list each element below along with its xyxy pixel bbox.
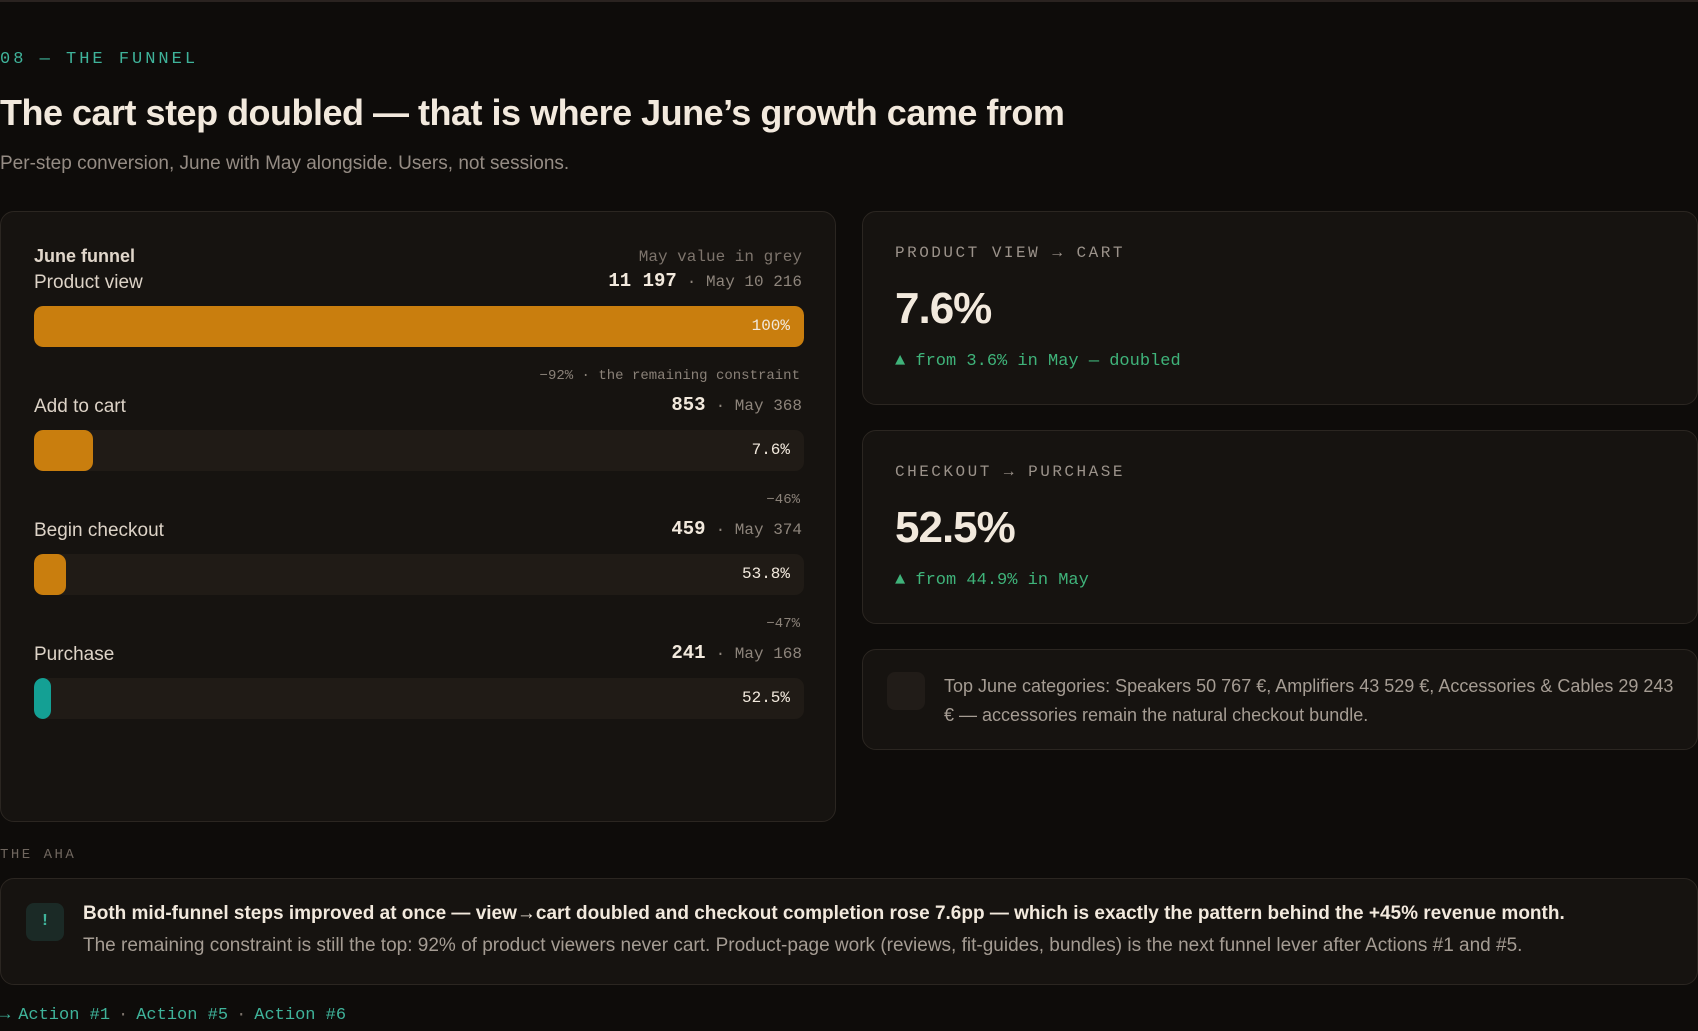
action-link[interactable]: Action #1 <box>18 1006 111 1025</box>
separator: · <box>118 1006 129 1025</box>
bar-track: 53.8% <box>34 554 804 595</box>
funnel-panel: June funnel May value in grey Product vi… <box>0 211 836 822</box>
drop-label: −92% · the remaining constraint <box>539 368 800 384</box>
step-may: · May 168 <box>715 645 802 663</box>
bar <box>34 430 93 471</box>
footer-links: → Action #1 · Action #5 · Action #6 <box>0 1006 346 1025</box>
step-may: · May 10 216 <box>686 273 802 291</box>
step-value: 241 <box>671 642 706 664</box>
step-label: Begin checkout <box>34 520 164 541</box>
funnel-title: June funnel <box>34 246 136 266</box>
note-text: Top June categories: Speakers 50 767 €, … <box>944 676 1674 725</box>
step-values: 853 · May 368 <box>671 394 802 416</box>
aha-body: The remaining constraint is still the to… <box>83 935 1523 956</box>
drop-label: −47% <box>766 616 800 632</box>
aha-headline: Both mid-funnel steps improved at once —… <box>83 903 1565 924</box>
step-may: · May 374 <box>715 521 802 539</box>
card-delta: ▲ from 3.6% in May — doubled <box>895 352 1181 371</box>
card-label: CHECKOUT → PURCHASE <box>895 463 1125 481</box>
bar-rate: 52.5% <box>741 689 790 707</box>
aha-label: THE AHA <box>0 847 77 863</box>
card-value: 52.5% <box>895 503 1016 552</box>
step-values: 459 · May 374 <box>671 518 802 540</box>
subtitle: Per-step conversion, June with May along… <box>0 153 570 174</box>
card-value: 7.6% <box>895 284 992 333</box>
bar-rate: 53.8% <box>741 565 790 583</box>
aha-panel: ! Both mid-funnel steps improved at once… <box>0 878 1698 985</box>
metric-card: CHECKOUT → PURCHASE 52.5% ▲ from 44.9% i… <box>862 430 1698 624</box>
note-icon <box>887 672 925 710</box>
bar <box>34 554 66 595</box>
step-values: 241 · May 168 <box>671 642 802 664</box>
footer-arrow: → <box>0 1006 11 1025</box>
drop-label: −46% <box>766 492 800 508</box>
step-may: · May 368 <box>715 397 802 415</box>
bar-rate: 7.6% <box>751 441 790 459</box>
metric-card: PRODUCT VIEW → CART 7.6% ▲ from 3.6% in … <box>862 211 1698 405</box>
bar <box>34 306 804 347</box>
bar-track: 7.6% <box>34 430 804 471</box>
separator: · <box>236 1006 247 1025</box>
bar-rate: 100% <box>751 317 790 335</box>
aha-icon: ! <box>26 903 64 941</box>
action-link[interactable]: Action #6 <box>254 1006 347 1025</box>
action-link[interactable]: Action #5 <box>136 1006 229 1025</box>
bar-track: 100% <box>34 306 804 347</box>
bar-track: 52.5% <box>34 678 804 719</box>
step-value: 459 <box>671 518 706 540</box>
eyebrow: 08 — THE FUNNEL <box>0 50 199 69</box>
step-values: 11 197 · May 10 216 <box>608 270 802 292</box>
funnel-note: May value in grey <box>638 248 802 266</box>
page-title: The cart step doubled — that is where Ju… <box>0 92 1065 133</box>
card-label: PRODUCT VIEW → CART <box>895 244 1125 262</box>
bar <box>34 678 51 719</box>
step-value: 853 <box>671 394 706 416</box>
note-card: Top June categories: Speakers 50 767 €, … <box>862 649 1698 750</box>
card-delta: ▲ from 44.9% in May <box>895 571 1089 590</box>
step-value: 11 197 <box>608 270 677 292</box>
step-label: Purchase <box>34 644 115 665</box>
step-label: Add to cart <box>34 396 126 417</box>
step-label: Product view <box>34 272 143 293</box>
